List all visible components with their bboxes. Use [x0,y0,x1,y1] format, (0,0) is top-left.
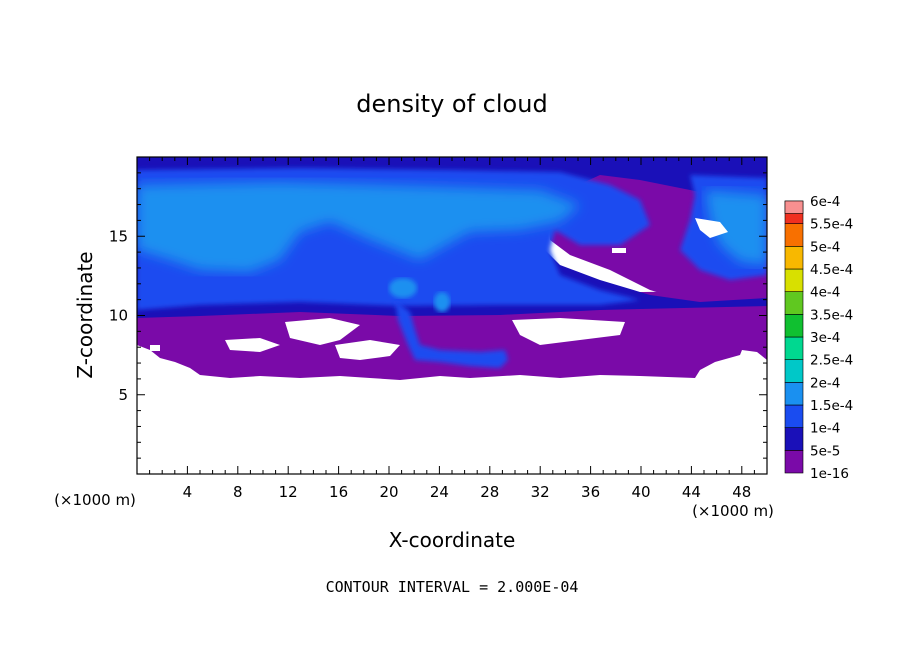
x-tick-label: 40 [631,483,650,501]
region-plume-1e-4 [395,300,508,368]
x-tick-label: 16 [329,483,348,501]
region-lightblue-right [705,190,767,265]
colorbar-swatch-6 [784,314,804,338]
colorbar-swatch-3 [784,382,804,406]
colorbar-level-label: 1e-16 [810,466,849,482]
colorbar-level-label: 6e-4 [810,194,840,210]
y-axis: 5 10 15 [109,172,767,459]
x-unit-label: (×1000 m) [692,502,774,520]
x-tick-label: 48 [732,483,751,501]
colorbar-level-label: 5e-4 [810,239,840,255]
x-tick-label: 36 [581,483,600,501]
x-tick-label: 20 [379,483,398,501]
region-white-gap-5 [695,218,728,238]
y-axis-label: Z-coordinate [73,251,97,378]
region-white-gap-3 [225,338,280,352]
colorbar-level-label: 5e-5 [810,443,840,459]
colorbar-level-label: 1.5e-4 [810,398,853,414]
x-axis: 4 8 12 16 20 24 28 32 36 40 44 48 [149,157,755,501]
colorbar-level-label: 3e-4 [810,330,840,346]
colorbar-level-label: 3.5e-4 [810,307,853,323]
region-white-gap-2 [512,318,625,345]
colorbar-level-label: 5.5e-4 [810,217,853,233]
plot-area [137,157,767,474]
x-axis-label: X-coordinate [389,528,516,552]
z-unit-label: (×1000 m) [54,491,136,509]
contour-interval-note: CONTOUR INTERVAL = 2.000E-04 [326,578,579,596]
y-tick-label: 5 [118,386,128,404]
x-tick-label: 4 [183,483,193,501]
x-tick-label: 28 [480,483,499,501]
chart-title: density of cloud [356,90,547,118]
region-cloud-base-purple [137,290,767,380]
colorbar-level-label: 2e-4 [810,375,840,391]
colorbar-swatch-0 [784,450,804,474]
x-tick-label: 8 [233,483,243,501]
y-tick-label: 15 [109,227,128,245]
y-tick-label: 10 [109,307,128,325]
colorbar-level-label: 1e-4 [810,421,840,437]
x-tick-label: 44 [682,483,701,501]
colorbar: 1e-16 5e-5 1e-4 1.5e-4 2e-4 2.5e-4 3e-4 3.5e-4 4… [784,194,853,482]
colorbar-swatch-10 [784,223,804,247]
colorbar-swatch-1 [784,427,804,451]
colorbar-swatch-8 [784,268,804,292]
colorbar-swatch-5 [784,336,804,360]
region-plume-cyan [389,278,417,298]
region-lightblue-1.5e-4 [137,182,580,272]
x-tick-label: 32 [531,483,550,501]
region-white-gap-1 [285,318,360,345]
colorbar-swatch-2 [784,404,804,428]
colorbar-swatch-9 [784,246,804,270]
x-tick-label: 12 [279,483,298,501]
colorbar-swatch-top [784,200,804,214]
colorbar-level-label: 2.5e-4 [810,353,853,369]
colorbar-level-label: 4e-4 [810,285,840,301]
colorbar-swatch-7 [784,291,804,315]
region-white-gap-4 [335,340,400,360]
x-tick-label: 24 [430,483,449,501]
colorbar-level-label: 4.5e-4 [810,262,853,278]
colorbar-swatch-4 [784,359,804,383]
